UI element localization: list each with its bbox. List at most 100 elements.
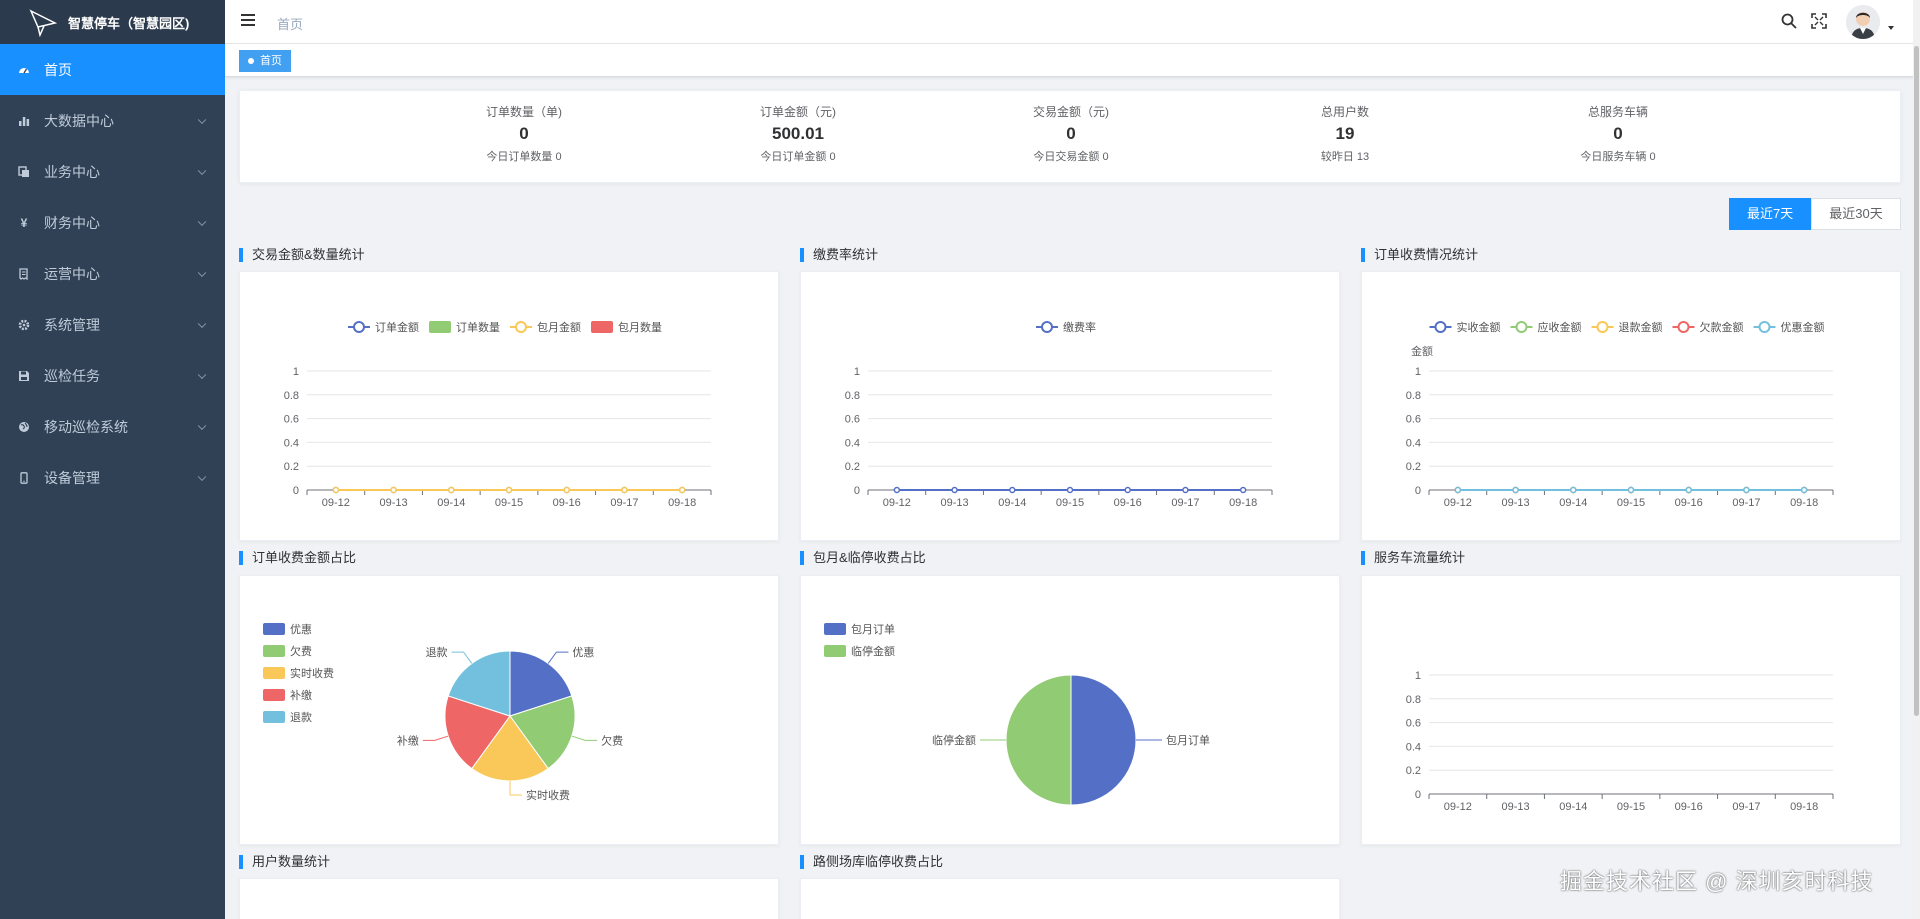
sidebar-item-label: 设备管理 bbox=[44, 469, 100, 486]
sidebar-item-5[interactable]: 系统管理 bbox=[0, 299, 225, 350]
globe-icon bbox=[18, 421, 30, 433]
sidebar-item-2[interactable]: 业务中心 bbox=[0, 146, 225, 197]
legend-label[interactable]: 应收金额 bbox=[1538, 320, 1582, 334]
menu-toggle-icon[interactable] bbox=[241, 14, 255, 26]
receipt-icon bbox=[18, 267, 30, 280]
data-point[interactable] bbox=[1743, 486, 1750, 494]
range-7-days-button[interactable]: 最近7天 bbox=[1729, 198, 1812, 230]
data-point[interactable] bbox=[1124, 486, 1131, 494]
data-point[interactable] bbox=[1512, 486, 1519, 494]
chart-traffic-panel: 0 0.2 0.4 0.6 0.8 1 09-12 09-13 09-14 09-15 09-16 0… bbox=[1361, 575, 1901, 845]
legend-label[interactable]: 优惠 bbox=[290, 622, 312, 636]
data-point[interactable] bbox=[1800, 486, 1808, 494]
chevron-down-icon bbox=[197, 421, 207, 430]
legend-label[interactable]: 优惠金额 bbox=[1781, 320, 1825, 334]
stat-value: 0 bbox=[519, 124, 529, 143]
y-tick-label: 0.2 bbox=[1406, 765, 1421, 777]
panel-title-traffic: 服务车流量统计 bbox=[1361, 550, 1465, 566]
sidebar-item-1[interactable]: 大数据中心 bbox=[0, 95, 225, 146]
pie-slice[interactable] bbox=[444, 695, 511, 770]
x-tick-label: 09-15 bbox=[495, 497, 523, 509]
sidebar-item-7[interactable]: 移动巡检系统 bbox=[0, 401, 225, 452]
data-point[interactable] bbox=[1570, 486, 1577, 494]
pie-label: 欠费 bbox=[601, 733, 623, 747]
y-tick-label: 1 bbox=[1415, 670, 1421, 682]
legend-label[interactable]: 临停金额 bbox=[851, 644, 895, 658]
data-point[interactable] bbox=[1685, 486, 1692, 494]
legend-label[interactable]: 退款金额 bbox=[1619, 320, 1663, 334]
data-point[interactable] bbox=[1454, 486, 1462, 494]
legend-label[interactable]: 包月数量 bbox=[618, 321, 662, 334]
pie-slice[interactable] bbox=[471, 715, 549, 782]
app-logo[interactable]: 智慧停车（智慧园区) bbox=[0, 0, 225, 44]
data-point[interactable] bbox=[448, 486, 455, 494]
scrollbar-thumb[interactable] bbox=[1914, 46, 1919, 716]
sidebar-item-4[interactable]: 运营中心 bbox=[0, 248, 225, 299]
y-tick-label: 0.2 bbox=[845, 461, 860, 473]
pie-label-line bbox=[422, 735, 449, 741]
legend-label[interactable]: 包月金额 bbox=[537, 320, 581, 334]
legend-label[interactable]: 实时收费 bbox=[290, 666, 334, 680]
sidebar-item-3[interactable]: ¥ 财务中心 bbox=[0, 197, 225, 248]
sidebar-item-8[interactable]: 设备管理 bbox=[0, 452, 225, 503]
legend-label[interactable]: 退款 bbox=[290, 710, 312, 724]
data-point[interactable] bbox=[1182, 486, 1189, 494]
breadcrumb[interactable]: 首页 bbox=[277, 17, 304, 32]
x-tick-label: 09-18 bbox=[1229, 497, 1257, 509]
pie-slice[interactable] bbox=[447, 650, 511, 717]
legend-label[interactable]: 包月订单 bbox=[851, 623, 895, 636]
documents-icon bbox=[18, 165, 30, 178]
pie-slice[interactable] bbox=[1005, 674, 1072, 806]
legend-label[interactable]: 欠款金额 bbox=[1700, 320, 1744, 334]
sidebar-item-0[interactable]: 首页 bbox=[0, 44, 225, 95]
sidebar-item-6[interactable]: 巡检任务 bbox=[0, 350, 225, 401]
x-tick-label: 09-12 bbox=[1444, 801, 1472, 813]
data-point[interactable] bbox=[563, 486, 570, 494]
user-avatar[interactable] bbox=[1846, 5, 1880, 39]
pie-slice[interactable] bbox=[509, 695, 576, 770]
legend-swatch bbox=[263, 689, 285, 701]
legend-label[interactable]: 订单金额 bbox=[375, 320, 419, 334]
legend-label[interactable]: 欠费 bbox=[290, 644, 312, 658]
x-tick-label: 09-14 bbox=[1559, 801, 1587, 813]
fullscreen-icon[interactable] bbox=[1811, 13, 1827, 29]
search-icon[interactable] bbox=[1781, 13, 1797, 29]
legend-label[interactable]: 实收金额 bbox=[1457, 320, 1501, 334]
sidebar-item-label: 大数据中心 bbox=[44, 112, 114, 129]
data-point[interactable] bbox=[1239, 486, 1247, 494]
data-point[interactable] bbox=[893, 486, 901, 494]
user-dropdown-caret-icon[interactable] bbox=[1888, 26, 1894, 30]
stat-label: 订单金额（元) bbox=[760, 105, 836, 119]
data-point[interactable] bbox=[332, 486, 340, 494]
pie-slice[interactable] bbox=[1070, 674, 1137, 806]
data-point[interactable] bbox=[951, 486, 958, 494]
x-tick-label: 09-13 bbox=[1502, 801, 1530, 813]
x-tick-label: 09-15 bbox=[1617, 497, 1645, 509]
legend-label[interactable]: 补缴 bbox=[290, 688, 312, 702]
data-point[interactable] bbox=[621, 486, 628, 494]
sidebar-item-label: 系统管理 bbox=[44, 316, 100, 333]
legend-label[interactable]: 缴费率 bbox=[1063, 320, 1096, 334]
pie-slice[interactable] bbox=[509, 650, 573, 717]
stat-value: 19 bbox=[1335, 124, 1355, 143]
page-scrollbar[interactable] bbox=[1913, 0, 1920, 919]
y-tick-label: 0.4 bbox=[845, 437, 860, 449]
range-30-days-button[interactable]: 最近30天 bbox=[1811, 198, 1901, 230]
y-tick-label: 0.6 bbox=[845, 414, 860, 426]
data-point[interactable] bbox=[1627, 486, 1635, 494]
pie-label: 临停金额 bbox=[932, 733, 976, 747]
x-tick-label: 09-12 bbox=[1444, 497, 1472, 509]
data-point[interactable] bbox=[505, 486, 513, 494]
bar-chart-icon bbox=[18, 115, 30, 127]
data-point[interactable] bbox=[1009, 486, 1016, 494]
save-icon bbox=[18, 370, 30, 382]
data-point[interactable] bbox=[390, 486, 397, 494]
data-point[interactable] bbox=[678, 486, 686, 494]
data-point[interactable] bbox=[1066, 486, 1074, 494]
legend-label[interactable]: 订单数量 bbox=[456, 321, 500, 334]
tag-home[interactable]: 首页 bbox=[239, 50, 291, 72]
pie-label-line bbox=[571, 735, 598, 741]
legend-swatch bbox=[263, 645, 285, 657]
x-tick-label: 09-18 bbox=[1790, 497, 1818, 509]
dashboard-icon bbox=[18, 64, 30, 76]
